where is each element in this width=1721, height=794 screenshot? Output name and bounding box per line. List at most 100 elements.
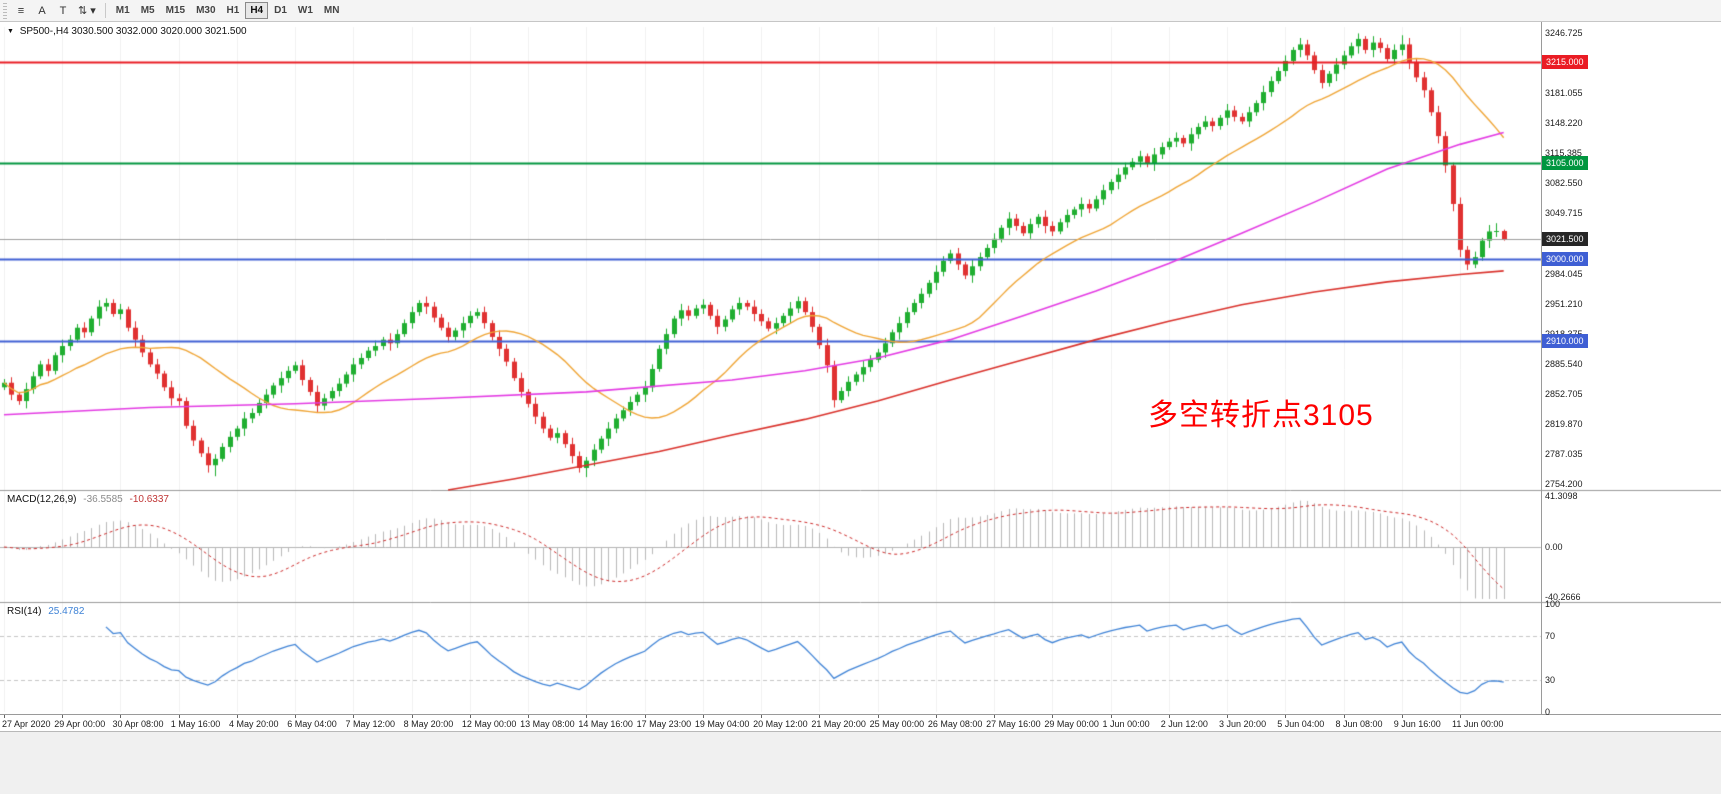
price-level-tag: 3215.000 — [1542, 54, 1588, 69]
toolbar: ≡ A T ⇅ ▾ M1 M5 M15 M30 H1 H4 D1 W1 MN — [0, 0, 1721, 22]
time-axis-tick — [819, 715, 820, 718]
toolbar-drag-handle[interactable] — [3, 2, 7, 19]
time-axis-tick — [4, 715, 5, 718]
time-axis-label: 8 Jun 08:00 — [1335, 719, 1383, 729]
time-axis-tick — [878, 715, 879, 718]
time-axis-label: 14 May 16:00 — [578, 719, 633, 729]
toolbar-tool-buttons: ≡ A T ⇅ ▾ — [11, 2, 100, 20]
price-axis-label: 3246.725 — [1545, 27, 1583, 38]
macd-axis-label: 41.3098 — [1545, 490, 1578, 501]
time-axis-tick — [470, 715, 471, 718]
time-axis-label: 6 May 04:00 — [287, 719, 337, 729]
symbol-ohlc-values: 3030.500 3032.000 3020.000 3021.500 — [71, 26, 247, 37]
time-axis-tick — [528, 715, 529, 718]
symbol-name: SP500-,H4 — [19, 26, 69, 37]
price-axis-label: 2787.035 — [1545, 449, 1583, 460]
time-axis-label: 25 May 00:00 — [869, 719, 925, 729]
time-axis-label: 7 May 12:00 — [345, 719, 395, 729]
rsi-axis-label: 30 — [1545, 674, 1556, 685]
price-axis-label: 2885.540 — [1545, 358, 1583, 369]
time-axis-tick — [1227, 715, 1228, 718]
macd-signal-value: -10.6337 — [129, 494, 169, 505]
time-axis-label: 4 May 20:00 — [228, 719, 279, 729]
price-level-tag: 3105.000 — [1542, 155, 1588, 170]
time-axis-label: 5 Jun 04:00 — [1277, 719, 1325, 729]
time-axis-label: 12 May 00:00 — [461, 719, 517, 729]
symbol-collapse-icon[interactable]: ▼ — [7, 28, 14, 35]
price-axis-label: 3148.220 — [1545, 118, 1583, 129]
text-tool-button[interactable]: T — [59, 4, 67, 17]
rsi-axis-label: 0 — [1545, 707, 1551, 717]
price-axis-label: 3049.715 — [1545, 208, 1583, 219]
time-axis-tick — [936, 715, 937, 718]
time-axis-tick — [412, 715, 413, 718]
time-axis-label: 20 May 12:00 — [753, 719, 808, 729]
timeframe-toolbar: M1 M5 M15 M30 H1 H4 D1 W1 MN — [111, 2, 345, 19]
time-axis-label: 26 May 08:00 — [927, 719, 983, 729]
current-price-tag: 3021.500 — [1542, 232, 1588, 247]
chart-title: ▼ SP500-,H4 3030.500 3032.000 3020.000 3… — [7, 26, 247, 37]
time-axis-tick — [586, 715, 587, 718]
rsi-axis-label: 100 — [1545, 599, 1561, 609]
price-axis-label: 2918.375 — [1545, 329, 1583, 339]
price-axis-label: 2819.870 — [1545, 419, 1583, 430]
price-axis-label: 2852.705 — [1545, 389, 1583, 399]
timeframe-button-d1[interactable]: D1 — [274, 5, 287, 16]
window-bottom-area — [0, 731, 1721, 794]
timeframe-button-m30[interactable]: M30 — [196, 5, 216, 16]
timeframe-button-m1[interactable]: M1 — [115, 5, 130, 16]
order-dropdown-icon[interactable]: ⇅ ▾ — [78, 5, 96, 17]
time-axis-tick — [353, 715, 354, 718]
rsi-indicator-label: RSI(14) 25.4782 — [7, 606, 84, 617]
time-axis[interactable]: 27 Apr 2020 29 Apr 00:00 30 Apr 08:00 1 May… — [0, 714, 1721, 731]
timeframe-button-h1[interactable]: H1 — [226, 5, 240, 16]
time-axis-tick — [120, 715, 121, 718]
time-axis-label: 27 May 16:00 — [986, 719, 1041, 729]
time-axis-tick — [1285, 715, 1286, 718]
time-axis-tick — [237, 715, 238, 718]
rsi-value: 25.4782 — [48, 606, 85, 617]
price-axis-separator — [1541, 22, 1542, 731]
time-axis-label: 2 Jun 12:00 — [1160, 719, 1208, 729]
time-axis-tick — [1402, 715, 1403, 718]
time-axis-label: 21 May 20:00 — [811, 719, 866, 729]
timeframe-button-h4[interactable]: H4 — [245, 2, 269, 19]
time-axis-label: 1 Jun 00:00 — [1102, 719, 1150, 729]
time-axis-tick — [179, 715, 180, 718]
time-axis-tick — [703, 715, 704, 718]
time-axis-label: 3 Jun 20:00 — [1219, 719, 1267, 729]
cursor-tool-button[interactable]: A — [38, 4, 46, 17]
macd-axis-label: 0.00 — [1545, 542, 1563, 552]
time-axis-tick — [761, 715, 762, 718]
timeframe-button-mn[interactable]: MN — [323, 5, 340, 16]
time-axis-label: 9 Jun 16:00 — [1393, 719, 1441, 729]
macd-title: MACD(12,26,9) — [7, 494, 77, 505]
time-axis-tick — [1111, 715, 1112, 718]
time-axis-tick — [1169, 715, 1170, 718]
time-axis-tick — [1052, 715, 1053, 718]
time-axis-label: 11 Jun 00:00 — [1452, 719, 1504, 729]
timeframe-button-m15[interactable]: M15 — [165, 5, 186, 16]
time-axis-tick — [1460, 715, 1461, 718]
timeframe-button-m5[interactable]: M5 — [140, 5, 155, 16]
price-chart-canvas[interactable] — [0, 22, 1721, 714]
price-axis-label: 3115.385 — [1545, 148, 1582, 159]
price-level-tag: 3000.000 — [1542, 251, 1588, 266]
time-axis-tick — [295, 715, 296, 718]
toolbar-separator — [104, 3, 106, 18]
price-axis-label: 3082.550 — [1545, 178, 1583, 189]
time-axis-label: 29 Apr 00:00 — [54, 719, 106, 729]
time-axis-label: 19 May 04:00 — [694, 719, 750, 729]
chart-window-icon[interactable]: ≡ — [17, 4, 25, 17]
time-axis-label: 8 May 20:00 — [403, 719, 454, 729]
time-axis-label: 1 May 16:00 — [170, 719, 221, 729]
price-level-tag: 2910.000 — [1542, 334, 1588, 349]
price-axis-label: 2984.045 — [1545, 268, 1583, 279]
time-axis-label: 30 Apr 08:00 — [112, 719, 164, 729]
macd-indicator-label: MACD(12,26,9) -36.5585 -10.6337 — [7, 494, 169, 505]
timeframe-button-w1[interactable]: W1 — [297, 5, 313, 16]
time-axis-tick — [62, 715, 63, 718]
rsi-axis-label: 70 — [1545, 631, 1556, 642]
price-axis-label: 3181.055 — [1545, 87, 1583, 98]
